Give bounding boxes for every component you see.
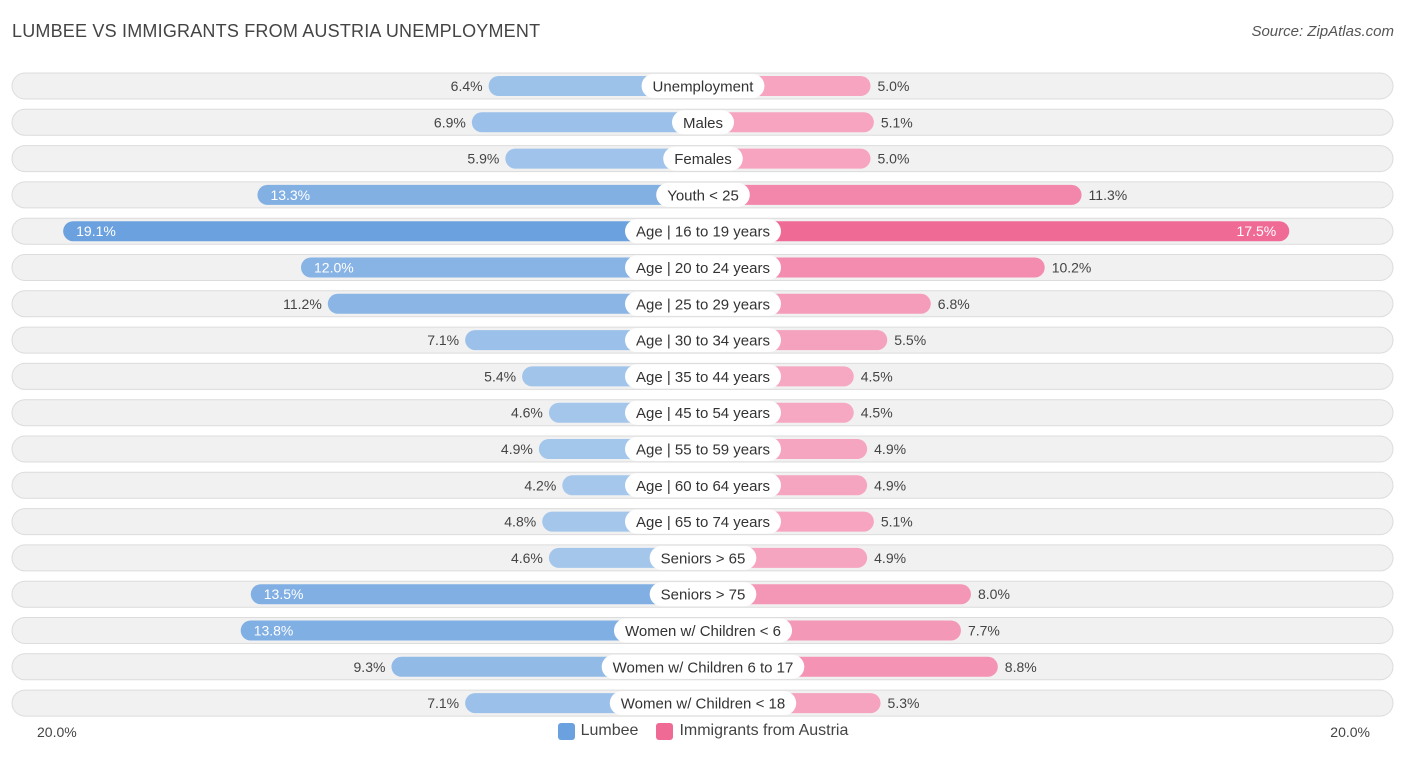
value-label-immigrants-from-austria: 4.9% <box>874 441 906 457</box>
category-pill <box>625 328 781 353</box>
chart-title: LUMBEE VS IMMIGRANTS FROM AUSTRIA UNEMPL… <box>12 21 541 41</box>
bar-lumbee <box>250 584 703 605</box>
value-label-lumbee: 7.1% <box>427 332 459 348</box>
value-label-lumbee: 13.5% <box>264 586 304 602</box>
value-label-lumbee: 19.1% <box>76 223 116 239</box>
value-label-immigrants-from-austria: 17.5% <box>1237 223 1277 239</box>
category-pill <box>601 654 805 679</box>
category-pill <box>625 473 781 498</box>
value-label-immigrants-from-austria: 4.9% <box>874 477 906 493</box>
legend-label-immigrants-from-austria: Immigrants from Austria <box>679 722 849 739</box>
value-label-immigrants-from-austria: 4.5% <box>861 368 893 384</box>
value-label-immigrants-from-austria: 4.9% <box>874 550 906 566</box>
value-label-lumbee: 13.3% <box>270 187 310 203</box>
bar-lumbee <box>505 148 703 169</box>
bar-lumbee <box>63 221 703 242</box>
value-label-lumbee: 4.6% <box>511 550 543 566</box>
value-label-lumbee: 4.6% <box>511 405 543 421</box>
category-pill <box>625 400 781 425</box>
value-label-lumbee: 4.2% <box>524 477 556 493</box>
value-label-lumbee: 5.4% <box>484 368 516 384</box>
category-label: Age | 30 to 34 years <box>636 333 770 350</box>
category-pill <box>641 74 765 98</box>
category-label: Women w/ Children < 18 <box>621 696 785 713</box>
axis-left-label: 20.0% <box>37 724 77 740</box>
legend-label-lumbee: Lumbee <box>580 722 639 739</box>
value-label-immigrants-from-austria: 5.1% <box>881 514 913 530</box>
category-pill <box>649 582 757 607</box>
bar-lumbee <box>301 257 703 278</box>
value-label-immigrants-from-austria: 5.5% <box>894 332 926 348</box>
legend-item-lumbee[interactable]: Lumbee <box>557 722 639 740</box>
bar-immigrants-from-austria <box>703 184 1082 205</box>
value-label-lumbee: 4.8% <box>504 514 536 530</box>
value-label-lumbee: 6.4% <box>451 78 483 94</box>
category-pill <box>656 182 750 207</box>
category-label: Age | 60 to 64 years <box>636 478 770 495</box>
legend-item-immigrants-from-austria[interactable]: Immigrants from Austria <box>656 722 848 740</box>
value-label-immigrants-from-austria: 10.2% <box>1052 260 1092 276</box>
category-label: Age | 55 to 59 years <box>636 442 770 459</box>
value-label-immigrants-from-austria: 8.0% <box>978 586 1010 602</box>
value-label-immigrants-from-austria: 5.0% <box>878 151 910 167</box>
category-label: Seniors > 75 <box>661 587 746 604</box>
value-label-immigrants-from-austria: 5.1% <box>881 114 913 130</box>
category-pill <box>625 437 781 461</box>
category-pill <box>609 691 797 716</box>
category-label: Females <box>674 151 732 168</box>
category-pill <box>663 146 743 171</box>
category-pill <box>625 291 781 316</box>
category-label: Age | 20 to 24 years <box>636 260 770 277</box>
category-pill <box>671 110 735 135</box>
value-label-immigrants-from-austria: 11.3% <box>1089 187 1128 203</box>
value-label-immigrants-from-austria: 4.5% <box>861 405 893 421</box>
value-label-lumbee: 6.9% <box>434 114 466 130</box>
value-label-lumbee: 12.0% <box>314 260 354 276</box>
value-label-immigrants-from-austria: 5.0% <box>878 78 910 94</box>
value-label-lumbee: 5.9% <box>467 151 499 167</box>
value-label-immigrants-from-austria: 7.7% <box>968 623 1000 639</box>
category-label: Age | 25 to 29 years <box>636 296 770 313</box>
bar-lumbee <box>257 184 703 205</box>
value-label-lumbee: 11.2% <box>283 296 322 312</box>
bar-lumbee <box>327 293 703 314</box>
category-label: Women w/ Children 6 to 17 <box>613 659 794 676</box>
bar-immigrants-from-austria <box>703 221 1290 242</box>
bar-immigrants-from-austria <box>703 257 1045 278</box>
category-pill <box>625 509 781 534</box>
value-label-immigrants-from-austria: 5.3% <box>888 695 920 711</box>
category-label: Women w/ Children < 6 <box>625 623 781 640</box>
category-pill <box>625 364 781 389</box>
category-label: Seniors > 65 <box>661 550 746 567</box>
bar-lumbee <box>471 112 703 133</box>
value-label-lumbee: 7.1% <box>427 695 459 711</box>
value-label-lumbee: 4.9% <box>501 441 533 457</box>
category-pill <box>649 545 757 570</box>
legend-swatch-lumbee <box>557 722 575 740</box>
category-label: Age | 16 to 19 years <box>636 224 770 241</box>
bar-immigrants-from-austria <box>703 148 871 169</box>
value-label-immigrants-from-austria: 6.8% <box>938 296 970 312</box>
category-label: Age | 65 to 74 years <box>636 514 770 531</box>
category-pill <box>625 255 781 280</box>
value-label-lumbee: 13.8% <box>254 623 294 639</box>
category-label: Males <box>683 115 723 132</box>
category-label: Age | 45 to 54 years <box>636 405 770 422</box>
category-pill <box>625 219 781 244</box>
bar-lumbee <box>240 620 703 641</box>
category-pill <box>613 618 793 643</box>
axis-right-label: 20.0% <box>1330 724 1370 740</box>
value-label-immigrants-from-austria: 8.8% <box>1005 659 1037 675</box>
legend-swatch-immigrants-from-austria <box>656 722 674 740</box>
value-label-lumbee: 9.3% <box>354 659 386 675</box>
source-label: Source: ZipAtlas.com <box>1251 23 1394 40</box>
legend: Lumbee Immigrants from Austria <box>0 722 1406 740</box>
bar-immigrants-from-austria <box>703 584 971 605</box>
bar-immigrants-from-austria <box>703 112 874 133</box>
category-label: Youth < 25 <box>667 187 739 204</box>
category-label: Age | 35 to 44 years <box>636 369 770 386</box>
category-label: Unemployment <box>653 79 755 96</box>
